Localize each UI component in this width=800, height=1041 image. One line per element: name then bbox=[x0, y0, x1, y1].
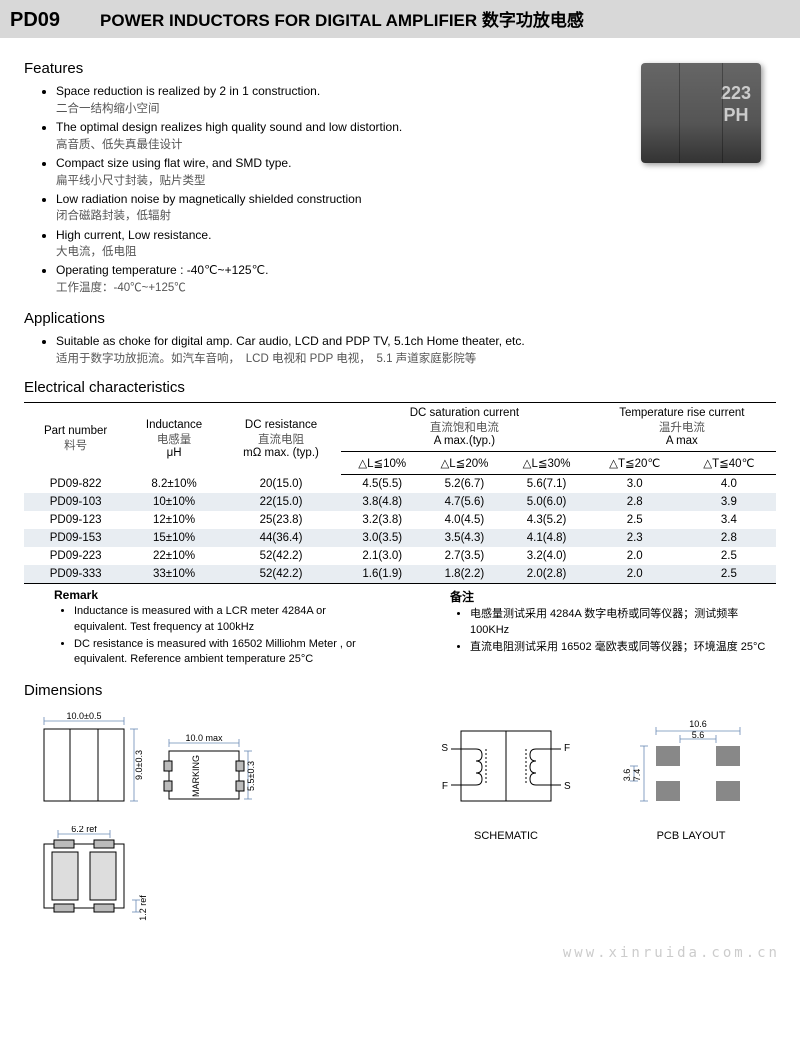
svg-text:6.2 ref: 6.2 ref bbox=[71, 826, 97, 834]
feature-item: Space reduction is realized by 2 in 1 co… bbox=[56, 83, 606, 117]
table-row: PD09-12312±10%25(23.8)3.2(3.8)4.0(4.5)4.… bbox=[24, 511, 776, 529]
remark-item-cn: 直流电阻测试采用 16502 毫欧表或同等仪器；环境温度 25°C bbox=[470, 640, 776, 655]
dim-bottom: 6.2 ref 1.2 ref bbox=[24, 826, 184, 926]
remark-item: DC resistance is measured with 16502 Mil… bbox=[74, 637, 380, 668]
part-code: PD09 bbox=[10, 9, 60, 32]
marking-line2: PH bbox=[721, 105, 751, 127]
features-list: Space reduction is realized by 2 in 1 co… bbox=[24, 83, 606, 296]
watermark: www.xinruida.com.cn bbox=[563, 945, 780, 961]
svg-text:7.4: 7.4 bbox=[632, 769, 642, 782]
header-bar: PD09 POWER INDUCTORS FOR DIGITAL AMPLIFI… bbox=[0, 0, 800, 38]
remark-heading-cn: 备注 bbox=[450, 588, 776, 605]
table-row: PD09-8228.2±10%20(15.0)4.5(5.5)5.2(6.7)5… bbox=[24, 475, 776, 494]
features-heading: Features bbox=[24, 60, 606, 77]
svg-text:10.0±0.5: 10.0±0.5 bbox=[67, 711, 102, 721]
spec-table: Part number料号 Inductance电感量μH DC resista… bbox=[24, 402, 776, 584]
pcb-layout: 10.6 5.6 7.4 3.6 bbox=[606, 711, 776, 821]
svg-text:S: S bbox=[564, 781, 571, 792]
remark-item: Inductance is measured with a LCR meter … bbox=[74, 604, 380, 635]
dimensions-heading: Dimensions bbox=[24, 682, 776, 699]
feature-item: The optimal design realizes high quality… bbox=[56, 119, 606, 153]
page-title: POWER INDUCTORS FOR DIGITAL AMPLIFIER 数字… bbox=[100, 6, 584, 31]
remark-list-en: Inductance is measured with a LCR meter … bbox=[24, 604, 380, 668]
schematic: S F F S bbox=[436, 711, 576, 821]
svg-text:5.6: 5.6 bbox=[692, 730, 705, 740]
pcb-label: PCB LAYOUT bbox=[606, 830, 776, 842]
svg-text:F: F bbox=[442, 781, 448, 792]
marking-line1: 223 bbox=[721, 83, 751, 105]
feature-item: Compact size using flat wire, and SMD ty… bbox=[56, 155, 606, 189]
application-item: Suitable as choke for digital amp. Car a… bbox=[56, 333, 776, 367]
feature-item: Low radiation noise by magnetically shie… bbox=[56, 191, 606, 225]
svg-text:9.0±0.3: 9.0±0.3 bbox=[134, 750, 144, 780]
table-row: PD09-22322±10%52(42.2)2.1(3.0)2.7(3.5)3.… bbox=[24, 547, 776, 565]
product-image: 223 PH bbox=[626, 48, 776, 178]
table-row: PD09-33333±10%52(42.2)1.6(1.9)1.8(2.2)2.… bbox=[24, 565, 776, 584]
remark-list-cn: 电感量测试采用 4284A 数字电桥或同等仪器；测试频率 100KHz 直流电阻测… bbox=[420, 607, 776, 655]
table-row: PD09-15315±10%44(36.4)3.0(3.5)3.5(4.3)4.… bbox=[24, 529, 776, 547]
schematic-label: SCHEMATIC bbox=[436, 830, 576, 842]
remark-heading: Remark bbox=[54, 588, 380, 602]
svg-text:1.2 ref: 1.2 ref bbox=[138, 895, 148, 921]
svg-text:10.0 max: 10.0 max bbox=[185, 733, 223, 743]
svg-text:F: F bbox=[564, 743, 570, 754]
svg-text:5.5±0.3: 5.5±0.3 bbox=[246, 761, 254, 791]
table-row: PD09-10310±10%22(15.0)3.8(4.8)4.7(5.6)5.… bbox=[24, 493, 776, 511]
dim-top-side: 10.0±0.5 9.0±0.3 MARKING 10.0 ma bbox=[24, 711, 254, 821]
applications-list: Suitable as choke for digital amp. Car a… bbox=[24, 333, 776, 367]
feature-item: High current, Low resistance.大电流，低电阻 bbox=[56, 227, 606, 261]
feature-item: Operating temperature : -40℃~+125℃.工作温度：… bbox=[56, 262, 606, 296]
remark-item-cn: 电感量测试采用 4284A 数字电桥或同等仪器；测试频率 100KHz bbox=[470, 607, 776, 638]
svg-text:3.6: 3.6 bbox=[622, 769, 632, 782]
svg-text:S: S bbox=[441, 743, 448, 754]
electrical-heading: Electrical characteristics bbox=[24, 379, 776, 396]
svg-text:10.6: 10.6 bbox=[689, 719, 707, 729]
applications-heading: Applications bbox=[24, 310, 776, 327]
svg-text:MARKING: MARKING bbox=[191, 755, 201, 797]
